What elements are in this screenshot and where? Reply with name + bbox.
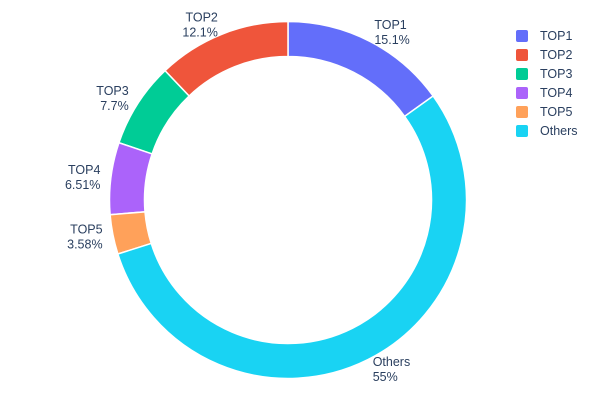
slice-label-top4-name: TOP4 xyxy=(68,163,100,177)
legend-item-top3[interactable]: TOP3 xyxy=(516,65,578,84)
pie-slice-top3[interactable] xyxy=(117,69,191,155)
slice-label-top4-pct: 6.51% xyxy=(65,178,100,192)
legend-item-label: Others xyxy=(540,123,578,138)
slice-label-top1-pct: 15.1% xyxy=(374,33,409,47)
legend: TOP1 TOP2 TOP3 TOP4 TOP5 Others xyxy=(516,27,578,140)
legend-item-label: TOP3 xyxy=(540,66,573,81)
pie-slice-top4[interactable] xyxy=(108,141,154,216)
legend-swatch-icon xyxy=(516,68,528,81)
legend-swatch-icon xyxy=(516,106,528,118)
slice-label-top2-pct: 12.1% xyxy=(182,25,217,39)
pie-slice-top5[interactable] xyxy=(109,211,153,255)
legend-item-top2[interactable]: TOP2 xyxy=(516,46,578,65)
pie-slice-top2[interactable] xyxy=(163,20,289,98)
legend-swatch-icon xyxy=(516,124,528,137)
legend-item-label: TOP2 xyxy=(540,48,573,63)
slice-label-top3-name: TOP3 xyxy=(96,84,128,98)
pie-slice-top1[interactable] xyxy=(287,20,435,118)
legend-item-label: TOP4 xyxy=(540,85,573,100)
legend-item-label: TOP5 xyxy=(540,104,573,119)
legend-item-top5[interactable]: TOP5 xyxy=(516,103,578,122)
pie-slice-others[interactable] xyxy=(116,94,468,380)
slice-label-top1-name: TOP1 xyxy=(374,18,406,32)
legend-item-others[interactable]: Others xyxy=(516,121,578,140)
legend-item-top1[interactable]: TOP1 xyxy=(516,27,578,46)
legend-swatch-icon xyxy=(516,49,528,62)
legend-swatch-icon xyxy=(516,30,528,43)
slice-label-top5-pct: 3.58% xyxy=(67,238,102,252)
slice-label-others-name: Others xyxy=(373,355,411,369)
legend-item-label: TOP1 xyxy=(540,29,573,44)
slice-label-top5-name: TOP5 xyxy=(70,223,102,237)
legend-item-top4[interactable]: TOP4 xyxy=(516,84,578,103)
slice-label-top2-name: TOP2 xyxy=(185,10,217,24)
legend-swatch-icon xyxy=(516,87,528,100)
slice-label-others-pct: 55% xyxy=(373,370,398,384)
slice-label-top3-pct: 7.7% xyxy=(100,99,129,113)
